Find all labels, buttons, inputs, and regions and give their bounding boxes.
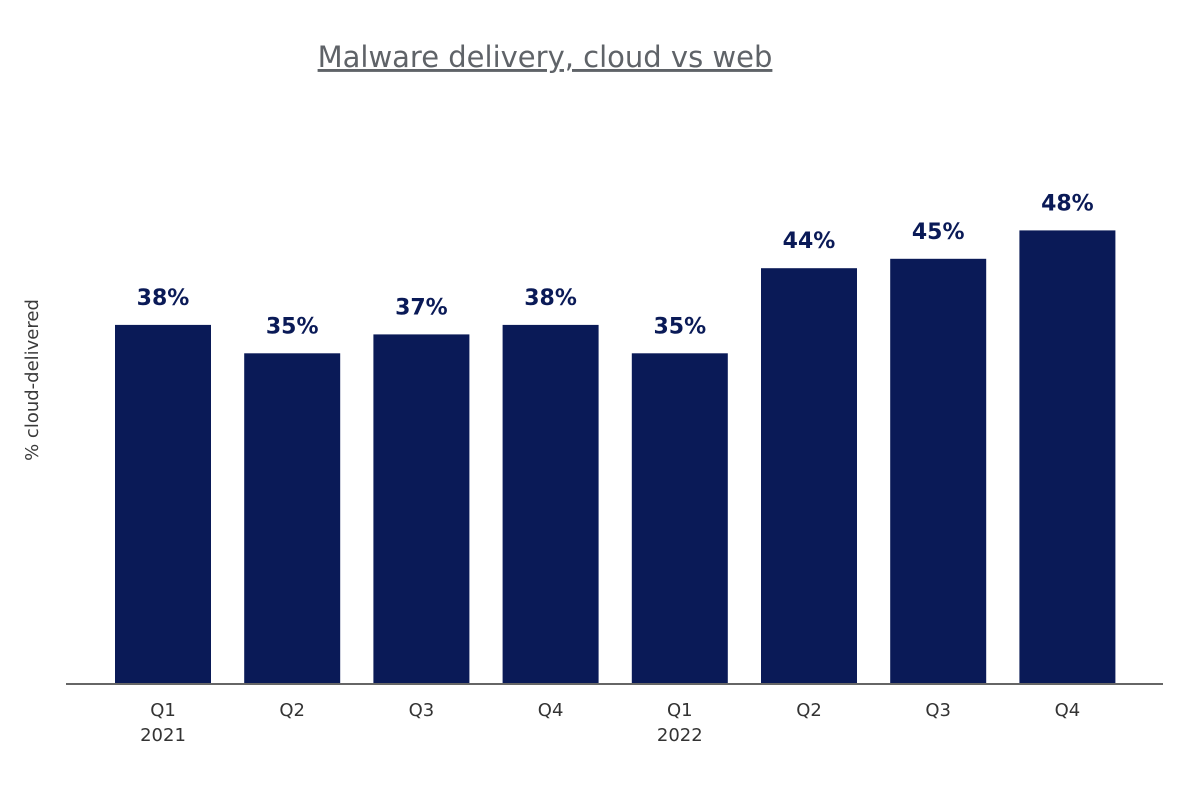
x-tick-label-quarter: Q4 bbox=[538, 700, 564, 721]
bar-value-label: 35% bbox=[266, 314, 319, 339]
bar bbox=[1019, 230, 1116, 684]
bar-value-label: 48% bbox=[1041, 191, 1094, 216]
bars-group bbox=[115, 230, 1116, 685]
x-tick-labels-group: Q1 2021 Q2 Q3 Q4 Q1 2022 Q2 Q3 Q4 bbox=[140, 700, 1080, 746]
bar bbox=[761, 268, 857, 684]
x-tick-label-year: 2021 bbox=[140, 725, 186, 746]
x-tick-label-quarter: Q1 bbox=[667, 700, 693, 721]
bar-value-label: 45% bbox=[912, 220, 965, 245]
y-axis-label: % cloud-delivered bbox=[22, 299, 43, 461]
bar-value-label: 35% bbox=[653, 314, 706, 339]
x-tick-label-quarter: Q3 bbox=[925, 700, 951, 721]
bar-value-label: 37% bbox=[395, 295, 448, 320]
bar bbox=[502, 324, 599, 684]
bar bbox=[115, 324, 211, 684]
x-tick-label-quarter: Q3 bbox=[409, 700, 435, 721]
bar-value-label: 38% bbox=[524, 286, 577, 311]
bar bbox=[631, 353, 728, 685]
bar bbox=[373, 334, 470, 684]
data-labels-group: 38% 35% 37% 38% 35% 44% 45% 48% bbox=[137, 191, 1094, 339]
bar-value-label: 38% bbox=[137, 286, 190, 311]
chart-title: Malware delivery, cloud vs web bbox=[318, 40, 773, 74]
bar-value-label: 44% bbox=[783, 229, 836, 254]
x-tick-label-year: 2022 bbox=[657, 725, 703, 746]
x-tick-label-quarter: Q2 bbox=[796, 700, 822, 721]
bar bbox=[890, 258, 987, 684]
bar bbox=[244, 353, 341, 685]
x-tick-label-quarter: Q4 bbox=[1055, 700, 1081, 721]
x-tick-label-quarter: Q2 bbox=[279, 700, 305, 721]
x-tick-label-quarter: Q1 bbox=[150, 700, 176, 721]
